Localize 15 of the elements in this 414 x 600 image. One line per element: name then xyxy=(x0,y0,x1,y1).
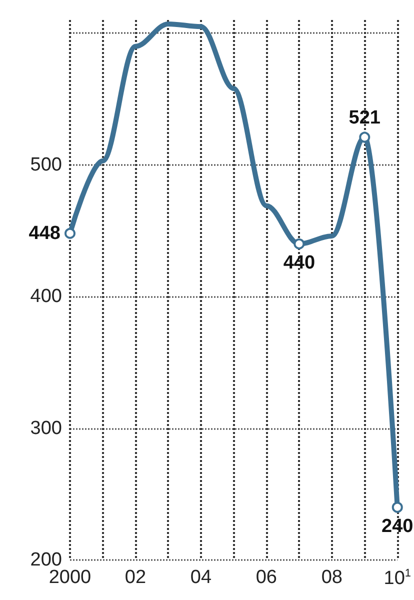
data-label: 240 xyxy=(382,516,414,537)
data-label: 440 xyxy=(283,252,316,274)
x-tick-label: 02 xyxy=(124,567,146,588)
x-tick-label: 04 xyxy=(190,567,212,588)
y-tick-label: 300 xyxy=(30,418,62,439)
y-tick-label: 500 xyxy=(30,154,62,176)
point xyxy=(294,238,305,250)
x-tick-label: 08 xyxy=(321,567,342,588)
data-label: 448 xyxy=(28,222,60,244)
point xyxy=(392,502,403,513)
x-tick-label: 06 xyxy=(256,567,277,588)
point xyxy=(359,132,370,143)
data-label: 521 xyxy=(348,108,381,129)
point xyxy=(64,228,76,239)
y-tick-label: 400 xyxy=(30,286,62,308)
